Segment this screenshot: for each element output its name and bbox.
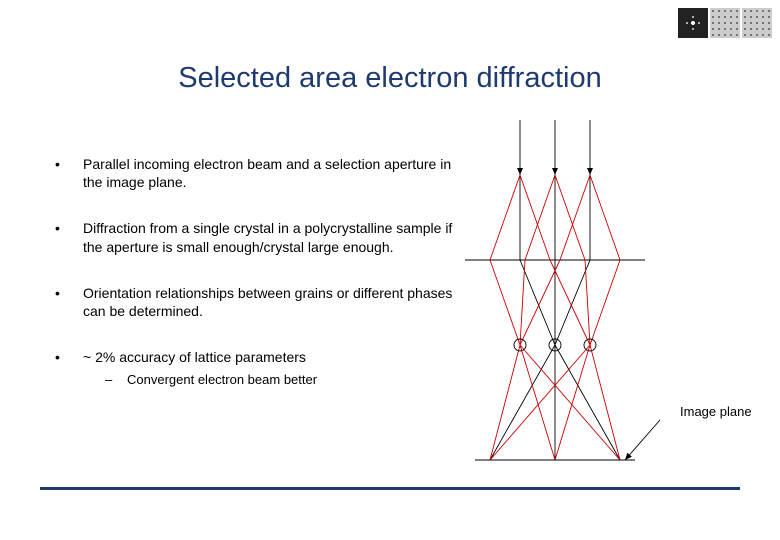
- thumb-lattice-1: [710, 8, 740, 38]
- list-item: • Orientation relationships between grai…: [55, 284, 455, 320]
- bullet-marker: •: [55, 219, 83, 255]
- image-plane-label: Image plane: [680, 404, 752, 419]
- bullet-list: • Parallel incoming electron beam and a …: [55, 155, 455, 389]
- sub-bullet-text: Convergent electron beam better: [127, 372, 317, 389]
- bullet-main: ~ 2% accuracy of lattice parameters: [83, 349, 306, 365]
- bullet-marker: •: [55, 348, 83, 389]
- sub-bullet-marker: –: [105, 372, 127, 389]
- bullet-text: ~ 2% accuracy of lattice parameters – Co…: [83, 348, 455, 389]
- bullet-marker: •: [55, 284, 83, 320]
- slide-title: Selected area electron diffraction: [0, 62, 780, 95]
- bullet-text: Diffraction from a single crystal in a p…: [83, 219, 455, 255]
- bullet-marker: •: [55, 155, 83, 191]
- ray-diagram: [450, 120, 700, 490]
- bullet-text: Orientation relationships between grains…: [83, 284, 455, 320]
- header-thumbnails: [678, 8, 772, 38]
- list-item: • Parallel incoming electron beam and a …: [55, 155, 455, 191]
- sub-list-item: – Convergent electron beam better: [105, 372, 455, 389]
- list-item: • ~ 2% accuracy of lattice parameters – …: [55, 348, 455, 389]
- thumb-lattice-2: [742, 8, 772, 38]
- footer-rule: [40, 487, 740, 490]
- ray-diagram-svg: [450, 120, 700, 490]
- list-item: • Diffraction from a single crystal in a…: [55, 219, 455, 255]
- bullet-text: Parallel incoming electron beam and a se…: [83, 155, 455, 191]
- thumb-diffraction-pattern: [678, 8, 708, 38]
